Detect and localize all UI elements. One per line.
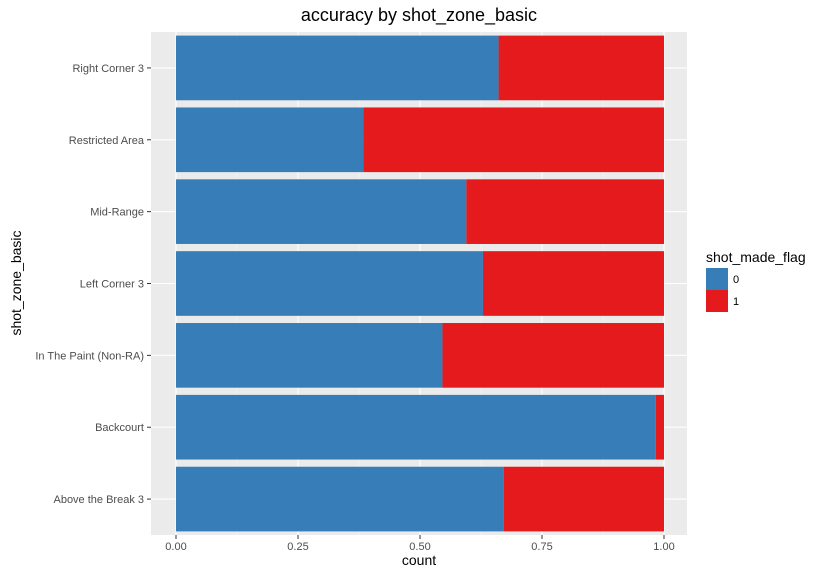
y-axis-title: shot_zone_basic xyxy=(8,230,24,335)
bar-segment-0 xyxy=(176,179,467,244)
y-tick-label: In The Paint (Non-RA) xyxy=(35,350,144,362)
y-tick-label: Backcourt xyxy=(95,422,144,434)
bar-segment-0 xyxy=(176,107,364,173)
legend-label-1: 1 xyxy=(733,296,739,308)
bar-segment-0 xyxy=(176,323,443,388)
bar-segment-1 xyxy=(503,466,664,532)
bar-segment-0 xyxy=(176,251,483,316)
bar-segment-1 xyxy=(655,394,664,460)
bar-segment-0 xyxy=(176,394,656,460)
x-tick-label: 1.00 xyxy=(653,541,674,553)
bars xyxy=(176,35,664,532)
y-axis: Right Corner 3 Restricted Area Mid-Range Le… xyxy=(35,63,151,506)
chart-title: accuracy by shot_zone_basic xyxy=(301,5,537,26)
legend-label-0: 0 xyxy=(733,274,739,286)
y-tick-label: Above the Break 3 xyxy=(53,494,144,506)
x-tick-label: 0.00 xyxy=(165,541,186,553)
bar-segment-0 xyxy=(176,35,499,101)
y-tick-label: Mid-Range xyxy=(90,207,144,219)
bar-segment-1 xyxy=(482,251,664,316)
x-tick-label: 0.25 xyxy=(287,541,308,553)
bar-segment-1 xyxy=(442,323,664,388)
legend: shot_made_flag 0 1 xyxy=(706,249,806,312)
y-tick-label: Left Corner 3 xyxy=(80,279,144,291)
y-tick-label: Right Corner 3 xyxy=(72,63,144,75)
y-tick-label: Restricted Area xyxy=(69,135,145,147)
legend-title: shot_made_flag xyxy=(706,249,806,265)
legend-key-0 xyxy=(706,268,728,290)
x-tick-label: 0.75 xyxy=(531,541,552,553)
bar-segment-1 xyxy=(498,35,664,101)
bar-segment-1 xyxy=(466,179,664,244)
x-tick-label: 0.50 xyxy=(409,541,430,553)
bar-segment-0 xyxy=(176,466,504,532)
legend-key-1 xyxy=(706,290,728,312)
x-axis-title: count xyxy=(402,552,436,568)
x-axis: 0.00 0.25 0.50 0.75 1.00 xyxy=(165,535,675,553)
bar-segment-1 xyxy=(363,107,664,173)
